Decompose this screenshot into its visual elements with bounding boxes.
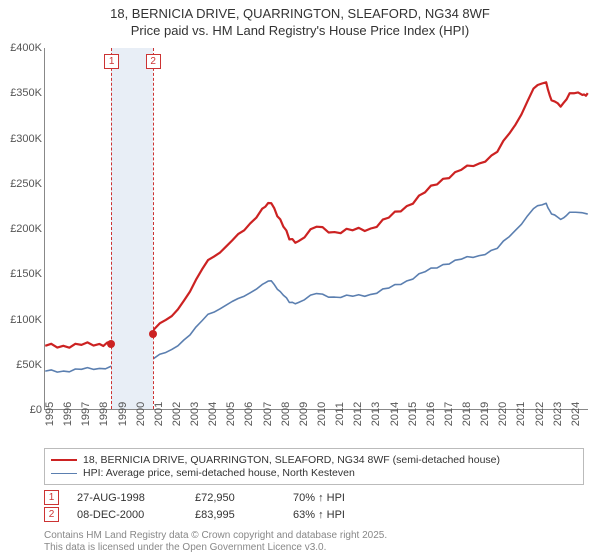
- y-tick-label: £350K: [2, 87, 42, 99]
- x-tick-label: 2001: [153, 402, 165, 426]
- sale-vline: [111, 48, 112, 409]
- legend-label-price-paid: 18, BERNICIA DRIVE, QUARRINGTON, SLEAFOR…: [83, 454, 500, 466]
- sale-pct-1: 70% ↑ HPI: [293, 492, 383, 504]
- y-tick-label: £400K: [2, 42, 42, 54]
- x-tick-label: 2024: [570, 402, 582, 426]
- x-tick-label: 2010: [316, 402, 328, 426]
- x-tick-label: 2003: [189, 402, 201, 426]
- x-tick-label: 2020: [497, 402, 509, 426]
- x-tick-label: 2009: [298, 402, 310, 426]
- legend: 18, BERNICIA DRIVE, QUARRINGTON, SLEAFOR…: [44, 448, 584, 485]
- table-row: 2 08-DEC-2000 £83,995 63% ↑ HPI: [44, 507, 584, 522]
- x-tick-label: 1996: [62, 402, 74, 426]
- sale-marker-2: 2: [44, 507, 59, 522]
- title-subtitle: Price paid vs. HM Land Registry's House …: [0, 23, 600, 40]
- x-tick-label: 2016: [425, 402, 437, 426]
- sale-date-2: 08-DEC-2000: [77, 509, 177, 521]
- x-tick-label: 2021: [515, 402, 527, 426]
- x-tick-label: 1997: [80, 402, 92, 426]
- sale-period-band: [111, 48, 153, 409]
- x-tick-label: 2013: [370, 402, 382, 426]
- y-tick-label: £100K: [2, 314, 42, 326]
- sale-price-2: £83,995: [195, 509, 275, 521]
- legend-item-price-paid: 18, BERNICIA DRIVE, QUARRINGTON, SLEAFOR…: [51, 454, 577, 466]
- sale-pct-2: 63% ↑ HPI: [293, 509, 383, 521]
- x-tick-label: 2023: [552, 402, 564, 426]
- sale-marker-1: 1: [44, 490, 59, 505]
- x-tick-label: 2008: [280, 402, 292, 426]
- x-tick-label: 2019: [479, 402, 491, 426]
- x-tick-label: 2007: [262, 402, 274, 426]
- y-tick-label: £0: [2, 404, 42, 416]
- y-tick-label: £250K: [2, 178, 42, 190]
- copyright: Contains HM Land Registry data © Crown c…: [44, 530, 387, 554]
- legend-swatch-price-paid: [51, 459, 77, 461]
- y-tick-label: £150K: [2, 268, 42, 280]
- x-tick-label: 2000: [135, 402, 147, 426]
- sale-vline: [153, 48, 154, 409]
- title-address: 18, BERNICIA DRIVE, QUARRINGTON, SLEAFOR…: [0, 6, 600, 23]
- x-tick-label: 2012: [352, 402, 364, 426]
- copyright-line1: Contains HM Land Registry data © Crown c…: [44, 530, 387, 542]
- y-tick-label: £300K: [2, 133, 42, 145]
- sale-price-1: £72,950: [195, 492, 275, 504]
- sale-dot: [149, 330, 157, 338]
- chart-container: 18, BERNICIA DRIVE, QUARRINGTON, SLEAFOR…: [0, 0, 600, 560]
- sale-date-1: 27-AUG-1998: [77, 492, 177, 504]
- sale-dot: [107, 340, 115, 348]
- y-tick-label: £200K: [2, 223, 42, 235]
- x-tick-label: 2017: [443, 402, 455, 426]
- x-tick-label: 2018: [461, 402, 473, 426]
- x-tick-label: 2006: [243, 402, 255, 426]
- x-tick-label: 2005: [225, 402, 237, 426]
- sales-table: 1 27-AUG-1998 £72,950 70% ↑ HPI 2 08-DEC…: [44, 488, 584, 524]
- legend-swatch-hpi: [51, 473, 77, 474]
- x-tick-label: 2011: [334, 402, 346, 426]
- copyright-line2: This data is licensed under the Open Gov…: [44, 542, 387, 554]
- y-tick-label: £50K: [2, 359, 42, 371]
- x-tick-label: 2004: [207, 402, 219, 426]
- x-tick-label: 2022: [534, 402, 546, 426]
- x-tick-label: 1995: [44, 402, 56, 426]
- legend-item-hpi: HPI: Average price, semi-detached house,…: [51, 467, 577, 479]
- chart-area: 12: [44, 48, 588, 410]
- x-tick-label: 2015: [407, 402, 419, 426]
- x-tick-label: 1998: [98, 402, 110, 426]
- x-tick-label: 2014: [389, 402, 401, 426]
- table-row: 1 27-AUG-1998 £72,950 70% ↑ HPI: [44, 490, 584, 505]
- title-block: 18, BERNICIA DRIVE, QUARRINGTON, SLEAFOR…: [0, 0, 600, 40]
- sale-flag: 1: [104, 54, 119, 69]
- sale-flag: 2: [146, 54, 161, 69]
- legend-label-hpi: HPI: Average price, semi-detached house,…: [83, 467, 355, 479]
- x-tick-label: 1999: [117, 402, 129, 426]
- x-tick-label: 2002: [171, 402, 183, 426]
